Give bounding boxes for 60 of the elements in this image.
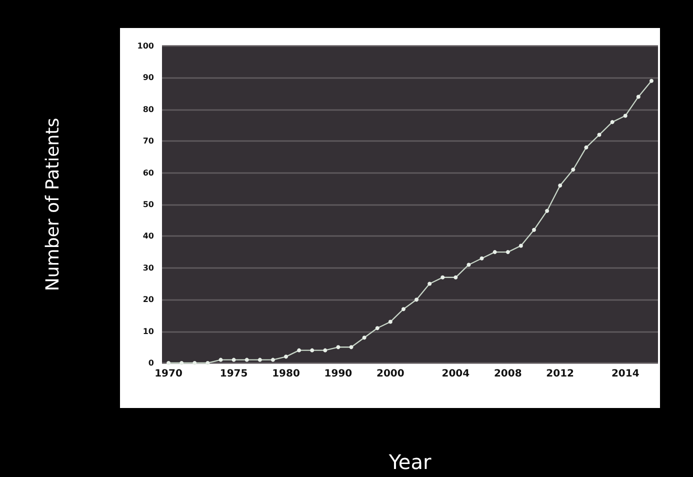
point [518,244,523,248]
y-axis-title: Number of Patients [42,118,64,292]
point [558,183,562,188]
x-tick-label: 2008 [494,368,522,380]
point [375,326,380,330]
point [414,298,419,302]
x-tick-label: 1980 [272,368,300,380]
point [258,358,262,362]
y-tick-label: 40 [142,232,154,241]
x-axis-title: Year [388,450,432,474]
x-tick-label: 1975 [220,368,248,380]
point [297,348,302,352]
y-tick-label: 20 [142,295,154,304]
point [492,250,497,254]
point [584,145,588,150]
point [428,282,432,286]
point [401,307,406,312]
point [636,94,640,99]
y-tick-label: 80 [142,104,154,114]
y-tick-label: 10 [142,326,154,336]
point [270,358,275,362]
y-tick-label: 0 [148,358,154,368]
y-tick-label: 60 [142,168,154,178]
point [362,336,366,340]
point [192,361,197,365]
point [597,132,602,137]
x-tick-label: 1990 [324,368,352,380]
y-tick-label: 50 [142,200,154,209]
point [623,114,628,118]
point [610,120,614,124]
point [480,256,484,260]
point [454,275,458,280]
y-tick-label: 70 [142,136,154,146]
point [532,228,536,232]
point [545,208,550,213]
point [232,358,236,362]
point [323,348,328,352]
x-tick-label: 1970 [154,368,182,380]
point [336,345,340,350]
x-tick-label: 2004 [442,368,470,380]
y-tick-label: 100 [137,42,154,50]
point [388,320,392,324]
y-tick-label: 30 [142,263,154,272]
point [440,275,445,280]
point [166,361,171,365]
point [466,262,471,267]
point [206,361,210,365]
point [244,358,249,362]
x-tick-label: 2012 [546,368,574,380]
point [218,358,223,362]
x-tick-label: 2000 [376,368,404,380]
x-tick-label: 2014 [611,368,640,380]
point [310,348,314,352]
y-tick-label: 90 [142,73,154,82]
point [506,250,510,254]
point [180,361,184,365]
point [571,168,576,172]
point [349,345,354,350]
point [649,78,654,83]
point [284,354,288,359]
